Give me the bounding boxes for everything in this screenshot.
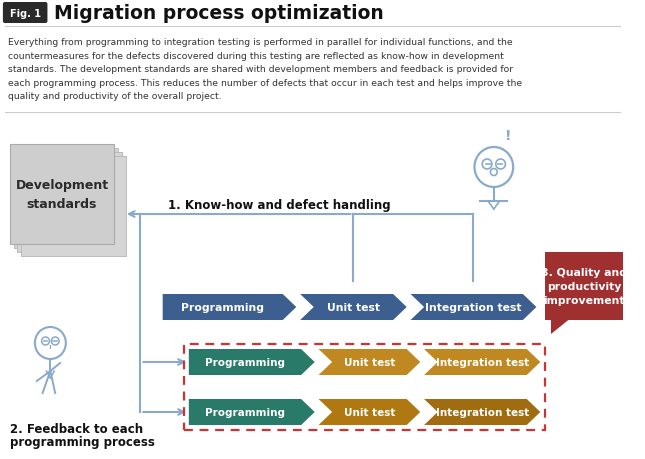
Text: 3. Quality and
productivity
improvement: 3. Quality and productivity improvement (541, 268, 627, 305)
Bar (17, 153, 122, 252)
Polygon shape (300, 294, 407, 320)
Text: Everything from programming to integration testing is performed in parallel for : Everything from programming to integrati… (8, 38, 512, 47)
Bar (184, 344, 545, 430)
Text: Fig. 1: Fig. 1 (10, 8, 41, 18)
Text: programming process: programming process (10, 436, 155, 448)
Polygon shape (411, 294, 537, 320)
Polygon shape (189, 349, 315, 375)
Polygon shape (189, 399, 315, 425)
Text: 2. Feedback to each: 2. Feedback to each (10, 423, 143, 436)
Polygon shape (319, 349, 421, 375)
Text: Integration test: Integration test (425, 302, 522, 312)
Polygon shape (551, 320, 568, 334)
Text: Programming: Programming (181, 302, 264, 312)
Bar (545, 252, 622, 320)
Text: Unit test: Unit test (344, 357, 395, 367)
Text: 1. Know-how and defect handling: 1. Know-how and defect handling (168, 198, 390, 211)
Text: countermeasures for the defects discovered during this testing are reflected as : countermeasures for the defects discover… (8, 51, 504, 61)
Text: each programming process. This reduces the number of defects that occur in each : each programming process. This reduces t… (8, 78, 522, 87)
Polygon shape (163, 294, 296, 320)
Bar (21, 157, 126, 257)
Polygon shape (424, 349, 541, 375)
Text: quality and productivity of the overall project.: quality and productivity of the overall … (8, 92, 221, 101)
Text: Programming: Programming (205, 357, 285, 367)
Polygon shape (319, 399, 421, 425)
Text: Unit test: Unit test (344, 407, 395, 417)
Text: Integration test: Integration test (435, 407, 529, 417)
Text: standards. The development standards are shared with development members and fee: standards. The development standards are… (8, 65, 513, 74)
Text: Unit test: Unit test (327, 302, 380, 312)
Text: Integration test: Integration test (435, 357, 529, 367)
Bar (14, 149, 118, 248)
FancyBboxPatch shape (3, 3, 48, 24)
Text: Programming: Programming (205, 407, 285, 417)
Polygon shape (424, 399, 541, 425)
Bar (10, 145, 114, 245)
Text: Development
standards: Development standards (15, 179, 108, 210)
Text: Migration process optimization: Migration process optimization (54, 4, 384, 22)
Text: !: ! (505, 129, 511, 143)
